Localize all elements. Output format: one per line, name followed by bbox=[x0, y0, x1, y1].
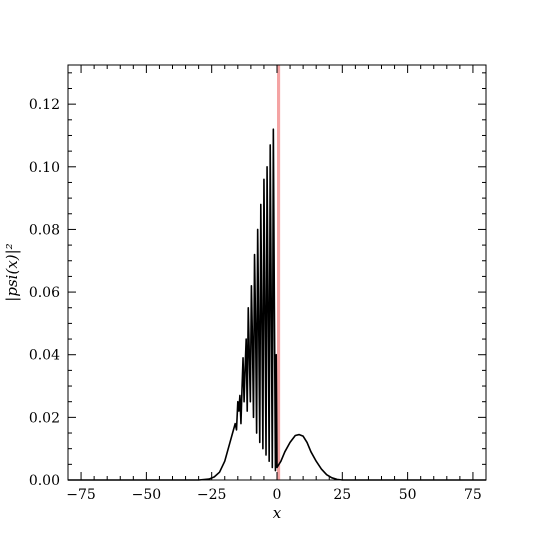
x-tick-label: 50 bbox=[399, 487, 417, 503]
y-tick-label: 0.12 bbox=[29, 97, 60, 113]
tick-layer bbox=[67, 65, 487, 481]
barrier-layer bbox=[277, 65, 281, 480]
y-tick-label: 0.04 bbox=[29, 348, 60, 364]
x-axis-title: x bbox=[273, 504, 282, 522]
y-tick-label: 0.06 bbox=[29, 285, 60, 301]
y-axis-title: |psi(x)|² bbox=[3, 243, 21, 301]
x-tick-label: 0 bbox=[273, 487, 282, 503]
x-tick-label: −50 bbox=[132, 487, 162, 503]
x-tick-label: 75 bbox=[464, 487, 482, 503]
x-tick-label: −25 bbox=[197, 487, 227, 503]
y-tick-label: 0.00 bbox=[29, 473, 60, 489]
barrier-band bbox=[277, 65, 281, 480]
tick-label-layer: −75 −50 −25 0 25 50 75 0.00 0.02 0.04 0.06 0.08 0.10… bbox=[29, 97, 482, 503]
series-layer bbox=[68, 128, 486, 481]
y-tick-label: 0.02 bbox=[29, 410, 60, 426]
x-tick-label: 25 bbox=[333, 487, 351, 503]
x-tick-label: −75 bbox=[66, 487, 96, 503]
y-tick-label: 0.08 bbox=[29, 222, 60, 238]
series-line-0 bbox=[68, 128, 486, 481]
y-tick-label: 0.10 bbox=[29, 160, 60, 176]
